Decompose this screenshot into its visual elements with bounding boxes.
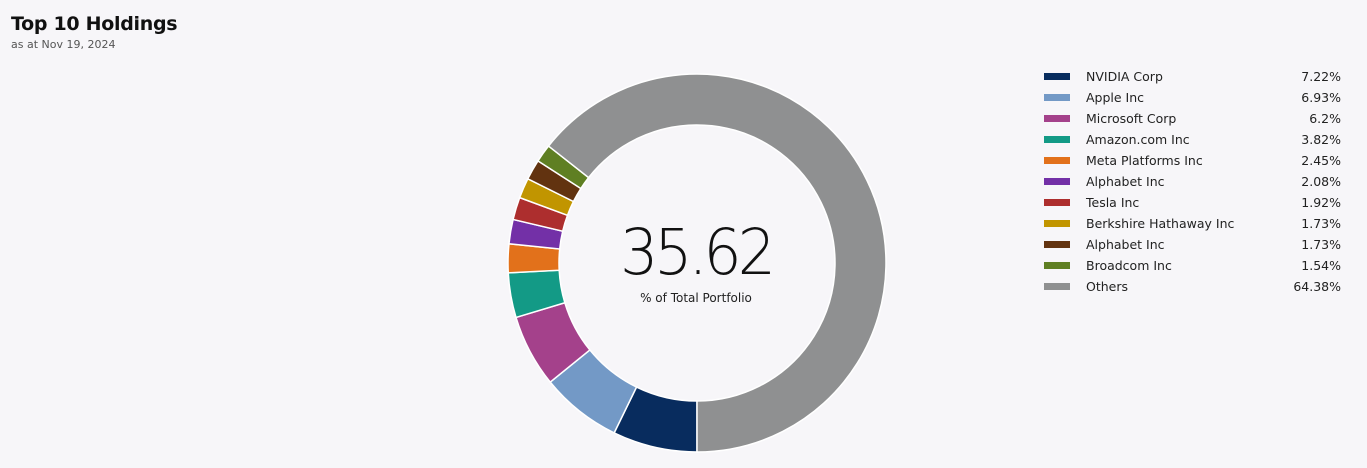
legend-item[interactable]: Apple Inc 6.93% <box>1044 87 1341 108</box>
legend-label: Alphabet Inc <box>1086 174 1165 189</box>
as-of-date: as at Nov 19, 2024 <box>11 38 116 51</box>
donut-slice[interactable] <box>547 73 887 453</box>
legend-value: 1.73% <box>1301 216 1341 231</box>
legend-item[interactable]: Others 64.38% <box>1044 276 1341 297</box>
legend-label: NVIDIA Corp <box>1086 69 1163 84</box>
legend-label: Microsoft Corp <box>1086 111 1177 126</box>
legend-value: 6.93% <box>1301 90 1341 105</box>
legend-item[interactable]: Berkshire Hathaway Inc 1.73% <box>1044 213 1341 234</box>
legend-swatch <box>1044 283 1070 290</box>
legend-value: 1.54% <box>1301 258 1341 273</box>
legend-label: Amazon.com Inc <box>1086 132 1190 147</box>
legend-swatch <box>1044 241 1070 248</box>
legend-label: Tesla Inc <box>1086 195 1140 210</box>
legend-item[interactable]: Tesla Inc 1.92% <box>1044 192 1341 213</box>
legend-item[interactable]: Alphabet Inc 1.73% <box>1044 234 1341 255</box>
legend-item[interactable]: Meta Platforms Inc 2.45% <box>1044 150 1341 171</box>
legend-item[interactable]: Broadcom Inc 1.54% <box>1044 255 1341 276</box>
legend-value: 3.82% <box>1301 132 1341 147</box>
donut-center-label: % of Total Portfolio <box>640 291 752 305</box>
legend-label: Alphabet Inc <box>1086 237 1165 252</box>
page-title: Top 10 Holdings <box>11 13 178 35</box>
legend-value: 1.73% <box>1301 237 1341 252</box>
legend-value: 1.92% <box>1301 195 1341 210</box>
header: Top 10 Holdings as at Nov 19, 2024 <box>11 12 178 52</box>
legend-label: Apple Inc <box>1086 90 1145 105</box>
legend-swatch <box>1044 262 1070 269</box>
legend-item[interactable]: Amazon.com Inc 3.82% <box>1044 129 1341 150</box>
legend-swatch <box>1044 157 1070 164</box>
legend-item[interactable]: NVIDIA Corp 7.22% <box>1044 66 1341 87</box>
legend-label: Others <box>1086 279 1129 294</box>
legend-value: 7.22% <box>1301 69 1341 84</box>
legend-label: Broadcom Inc <box>1086 258 1172 273</box>
legend-label: Berkshire Hathaway Inc <box>1086 216 1235 231</box>
donut-center-value: 35.62 <box>620 216 776 290</box>
legend-label: Meta Platforms Inc <box>1086 153 1203 168</box>
legend-value: 2.45% <box>1301 153 1341 168</box>
legend-swatch <box>1044 220 1070 227</box>
legend-swatch <box>1044 73 1070 80</box>
legend-swatch <box>1044 115 1070 122</box>
legend-item[interactable]: Microsoft Corp 6.2% <box>1044 108 1341 129</box>
legend-value: 6.2% <box>1309 111 1341 126</box>
legend-swatch <box>1044 199 1070 206</box>
chart-legend: NVIDIA Corp 7.22% Apple Inc 6.93% Microsoft … <box>1044 66 1341 297</box>
legend-value: 2.08% <box>1301 174 1341 189</box>
legend-item[interactable]: Alphabet Inc 2.08% <box>1044 171 1341 192</box>
legend-value: 64.38% <box>1293 279 1341 294</box>
legend-swatch <box>1044 94 1070 101</box>
legend-swatch <box>1044 136 1070 143</box>
legend-swatch <box>1044 178 1070 185</box>
